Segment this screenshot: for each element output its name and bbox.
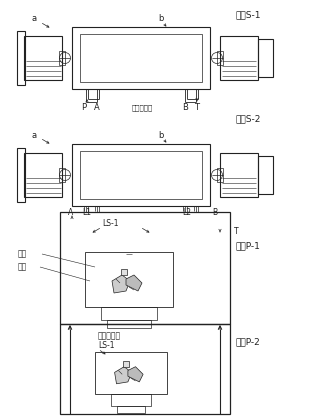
- Text: b: b: [158, 15, 163, 23]
- Bar: [220, 36, 258, 80]
- Bar: [85, 252, 173, 307]
- Text: A: A: [94, 103, 100, 112]
- Bar: [60, 324, 230, 414]
- Circle shape: [60, 170, 70, 181]
- Text: T: T: [194, 103, 199, 112]
- Bar: [80, 34, 202, 82]
- Bar: [80, 151, 202, 199]
- Text: A: A: [68, 209, 73, 217]
- Bar: [17, 31, 25, 85]
- Text: 压力操纵阀: 压力操纵阀: [98, 331, 121, 341]
- Text: P: P: [81, 103, 86, 112]
- Text: a: a: [31, 130, 36, 140]
- Circle shape: [60, 52, 70, 64]
- Bar: [72, 144, 210, 206]
- Text: a: a: [31, 15, 36, 23]
- Bar: [72, 27, 210, 89]
- Bar: [101, 307, 157, 320]
- Circle shape: [211, 52, 223, 64]
- Text: B: B: [212, 209, 217, 217]
- Text: 滑阀: 滑阀: [18, 262, 27, 272]
- Bar: [95, 352, 167, 394]
- Bar: [60, 212, 230, 324]
- Polygon shape: [112, 275, 130, 293]
- Text: L2: L2: [182, 209, 191, 217]
- Text: 鼻头: 鼻头: [18, 249, 27, 259]
- Bar: [258, 156, 273, 194]
- Text: B: B: [182, 103, 188, 112]
- Polygon shape: [128, 367, 143, 382]
- Bar: [121, 269, 127, 275]
- Bar: [17, 148, 25, 202]
- Text: b: b: [158, 130, 163, 140]
- Text: LS-1: LS-1: [102, 220, 118, 228]
- Bar: [107, 320, 151, 328]
- Polygon shape: [115, 367, 132, 384]
- Bar: [117, 406, 145, 413]
- Bar: [217, 51, 223, 65]
- Bar: [111, 394, 151, 406]
- Bar: [220, 153, 258, 197]
- Text: 位置P-2: 位置P-2: [235, 337, 260, 346]
- Text: 位置P-1: 位置P-1: [235, 241, 260, 250]
- Bar: [123, 361, 129, 367]
- Polygon shape: [126, 275, 142, 291]
- Text: 位置S-1: 位置S-1: [235, 10, 260, 19]
- Text: 位置S-2: 位置S-2: [235, 114, 260, 123]
- Bar: [217, 168, 223, 182]
- Bar: [59, 168, 65, 182]
- Bar: [24, 36, 62, 80]
- Bar: [24, 153, 62, 197]
- Text: T: T: [234, 227, 239, 235]
- Text: LS-1: LS-1: [98, 341, 114, 351]
- Bar: [258, 39, 273, 77]
- Text: 电磁换向阀: 电磁换向阀: [132, 105, 153, 111]
- Circle shape: [211, 170, 223, 181]
- Bar: [59, 51, 65, 65]
- Text: L1: L1: [82, 209, 91, 217]
